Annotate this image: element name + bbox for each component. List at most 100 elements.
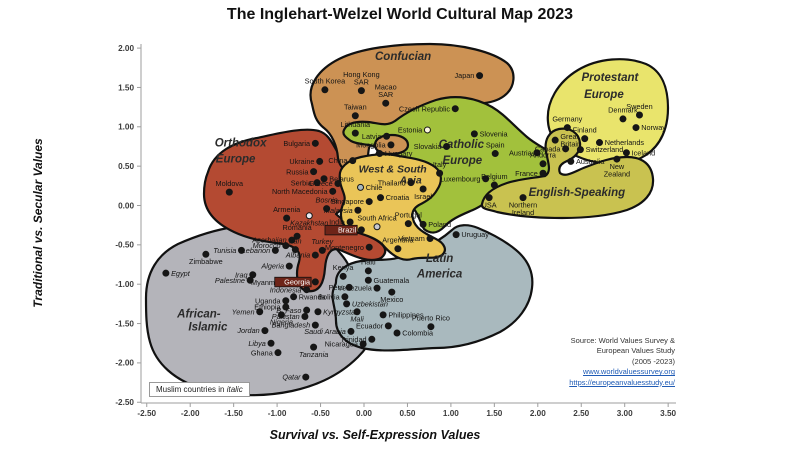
- country-label-puerto-rico: Puerto Rico: [412, 313, 450, 322]
- country-label-bolivia: Bolivia: [318, 292, 340, 301]
- x-tick-label: 3.50: [660, 409, 676, 418]
- country-dot-iraq: [249, 271, 257, 279]
- country-dot-india: [346, 218, 354, 226]
- country-dot-peru: [345, 283, 353, 291]
- country-dot-south-africa: [373, 223, 381, 231]
- country-label-bangladesh: Bangladesh: [272, 321, 311, 330]
- country-dot-turkey: [318, 246, 326, 254]
- country-dot-trinidad: [368, 335, 376, 343]
- country-dot-algeria: [285, 262, 293, 270]
- country-dot-moldova: [225, 188, 233, 196]
- country-dot-hungary: [376, 150, 384, 158]
- country-dot-qatar: [302, 373, 310, 381]
- country-label-new-zealand: Zealand: [604, 169, 630, 178]
- country-dot-mongolia: [387, 141, 395, 149]
- country-label-czech-republic: Czech Republic: [399, 104, 450, 113]
- country-dot-philippines: [379, 311, 387, 319]
- country-label-kazakhstan: Kazakhstan: [290, 219, 328, 228]
- country-label-thailand: Thailand: [378, 178, 406, 187]
- country-highlight-georgia: [274, 276, 312, 288]
- wvs-link[interactable]: www.worldvaluessurvey.org: [583, 367, 675, 377]
- country-dot-jordan: [261, 327, 269, 335]
- country-label-australia: Australia: [576, 157, 605, 166]
- country-label-portugal: Portugal: [395, 210, 423, 219]
- country-label-guatemala: Guatemala: [374, 276, 411, 285]
- country-label-switzerland: Switzerland: [586, 145, 624, 154]
- country-dot-japan: [476, 72, 484, 80]
- country-label-ethiopia: Ethiopia: [254, 303, 281, 312]
- country-dot-uruguay: [452, 231, 460, 239]
- country-label-iceland: Iceland: [632, 148, 656, 157]
- country-label-turkey: Turkey: [311, 237, 334, 246]
- country-label-mexico: Mexico: [380, 295, 403, 304]
- country-dot-macao-sar: [382, 99, 390, 107]
- country-dot-palestine: [246, 276, 254, 284]
- x-tick-label: 0.50: [399, 409, 415, 418]
- legend-muslim-note: Muslim countries in italic: [149, 382, 250, 397]
- country-label-northern-ireland: Northern: [509, 200, 537, 209]
- country-label-azerbaijan: Azerbaijan: [251, 236, 286, 245]
- country-label-belarus: Belarus: [329, 174, 354, 183]
- country-label-egypt: Egypt: [171, 269, 191, 278]
- country-dot-spain: [491, 150, 499, 158]
- y-tick-label: -1.00: [115, 280, 134, 289]
- country-dot-vietnam: [426, 235, 434, 243]
- country-label-iraq: Iraq: [235, 270, 249, 279]
- country-label-chile: Chile: [366, 183, 383, 192]
- country-dot-north-macedonia: [329, 187, 337, 195]
- evs-link[interactable]: https://europeanvaluesstudy.eu/: [569, 377, 675, 387]
- country-dot-greece: [334, 179, 342, 187]
- country-dot-slovakia: [443, 142, 451, 150]
- country-label-pakistan: Pakistan: [272, 312, 300, 321]
- y-tick-label: -0.50: [115, 241, 134, 250]
- country-label-slovenia: Slovenia: [480, 129, 509, 138]
- country-label-albania: Albania: [285, 251, 310, 260]
- country-label-canada: Canada: [535, 144, 562, 153]
- country-dot-egypt: [162, 269, 170, 277]
- source-note: Source: World Values Survey & European V…: [569, 336, 675, 388]
- region-label-latin_america: Latin: [426, 253, 453, 265]
- country-dot-colombia: [393, 329, 401, 337]
- country-label-peru: Peru: [329, 283, 344, 292]
- country-label-spain: Spain: [486, 140, 505, 149]
- country-label-philippines: Philippines: [388, 310, 424, 319]
- country-label-uganda: Uganda: [255, 296, 282, 305]
- country-label-great-britain: Great: [560, 132, 578, 141]
- y-tick-label: 0.50: [118, 162, 134, 171]
- country-dot-luxembourg: [482, 175, 490, 183]
- country-label-new-zealand: New: [610, 162, 625, 171]
- country-dot-puerto-rico: [427, 323, 435, 331]
- country-label-slovakia: Slovakia: [414, 142, 443, 151]
- country-dot-kyrgyzstan: [314, 308, 322, 316]
- country-dot-latvia: [383, 132, 391, 140]
- region-label-west_south_asia: West & South: [359, 163, 427, 175]
- country-dot-sweden: [635, 111, 643, 119]
- country-label-netherlands: Netherlands: [605, 138, 645, 147]
- country-dot-singapore: [365, 198, 373, 206]
- country-dot-ghana: [274, 349, 282, 357]
- x-axis-title: Survival vs. Self-Expression Values: [269, 428, 481, 442]
- region-label-african_islamic: Islamic: [188, 321, 228, 333]
- y-tick-label: 0.00: [118, 201, 134, 210]
- country-label-croatia: Croatia: [386, 193, 410, 202]
- country-dot-lebanon: [271, 246, 279, 254]
- country-dot-france: [539, 169, 547, 177]
- country-dot-slovenia: [470, 130, 478, 138]
- x-tick-label: 1.50: [486, 409, 502, 418]
- country-dot-tanzania: [310, 343, 318, 351]
- region-label-latin_america: America: [416, 269, 463, 281]
- country-dot-georgia: [311, 278, 319, 286]
- region-label-catholic: Europe: [443, 155, 483, 167]
- region-label-catholic: Catholic: [439, 139, 485, 151]
- country-label-india: India: [329, 218, 346, 227]
- country-label-vietnam: Vietnam: [398, 234, 425, 243]
- country-dot-montenegro: [365, 243, 373, 251]
- y-tick-label: -2.00: [115, 359, 134, 368]
- country-label-denmark: Denmark: [608, 106, 638, 115]
- region-label-african_islamic: African-: [176, 308, 221, 320]
- country-dot-switzerland: [576, 146, 584, 154]
- country-label-south-korea: South Korea: [305, 77, 347, 86]
- x-tick-label: -1.00: [268, 409, 287, 418]
- country-dot-iceland: [622, 149, 630, 157]
